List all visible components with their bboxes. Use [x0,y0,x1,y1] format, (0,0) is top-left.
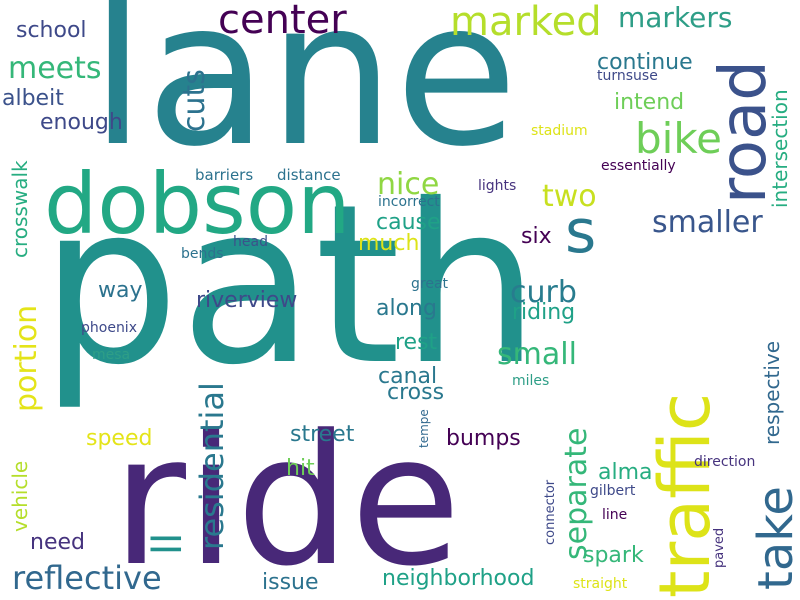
word-ll: ll [145,532,191,555]
word-street: street [290,422,355,447]
word-vehicle: vehicle [8,460,32,532]
word-connector: connector [543,479,558,545]
word-markers: markers [618,1,733,34]
word-ride: ride [112,397,462,600]
word-reflective: reflective [12,559,162,597]
word-bends: bends [181,246,224,262]
word-separate: separate [559,427,594,560]
word-cross: cross [387,380,445,405]
word-dobson: dobson [44,155,351,253]
word-mesa: mesa [92,347,131,363]
word-lights: lights [478,178,517,194]
word-line: line [602,507,628,523]
word-crosswalk: crosswalk [8,160,32,258]
word-intersection: intersection [768,89,792,208]
word-center: center [218,0,347,43]
word-lane: lane [90,0,518,191]
word-riverview: riverview [196,288,298,313]
word-way: way [98,278,143,303]
word-spark: spark [583,543,644,568]
word-head: head [233,234,268,250]
word-continue: continue [597,50,693,75]
word-cuts: cuts [177,69,212,132]
word-distance: distance [277,166,341,184]
word-stadium: stadium [531,123,588,139]
word-barriers: barriers [195,166,254,184]
word-meets: meets [8,51,102,86]
word-incorrect: incorrect [378,194,440,210]
word-s: s [565,197,597,267]
word-six: six [521,224,552,249]
word-small: small [497,337,577,372]
word-nice: nice [377,167,440,202]
word-neighborhood: neighborhood [382,566,535,591]
word-phoenix: phoenix [81,320,137,336]
word-need: need [30,530,85,555]
word-school: school [16,18,87,43]
word-miles: miles [512,373,550,389]
word-albeit: albeit [2,86,64,111]
word-gilbert: gilbert [590,483,636,499]
word-portion: portion [9,304,44,412]
word-alma: alma [598,460,653,485]
word-rest: rest [395,330,438,355]
word-hit: hit [286,456,315,481]
word-bumps: bumps [446,426,521,451]
word-tempe: tempe [417,409,431,448]
word-much: much [358,231,420,256]
word-speed: speed [86,426,153,451]
word-issue: issue [262,570,319,595]
word-smaller: smaller [652,205,763,240]
word-great: great [411,276,449,292]
word-path: path [40,157,541,413]
word-direction: direction [694,454,756,470]
word-traffic: traffic [644,392,726,598]
word-curb: curb [510,275,577,310]
word-two: two [542,179,597,214]
word-residential: residential [193,382,231,550]
word-along: along [376,296,437,321]
word-marked: marked [450,0,602,45]
word-canal: canal [378,364,438,389]
word-cause: cause [376,210,441,235]
word-turnsuse: turnsuse [597,68,658,84]
word-respective: respective [760,340,784,445]
word-enough: enough [40,110,123,135]
word-bike: bike [635,114,722,163]
word-riding: riding [512,300,576,325]
word-take: take [748,486,800,590]
word-intend: intend [614,90,685,115]
word-essentially: essentially [601,158,676,174]
word-paved: paved [712,527,727,568]
word-straight: straight [573,576,628,592]
